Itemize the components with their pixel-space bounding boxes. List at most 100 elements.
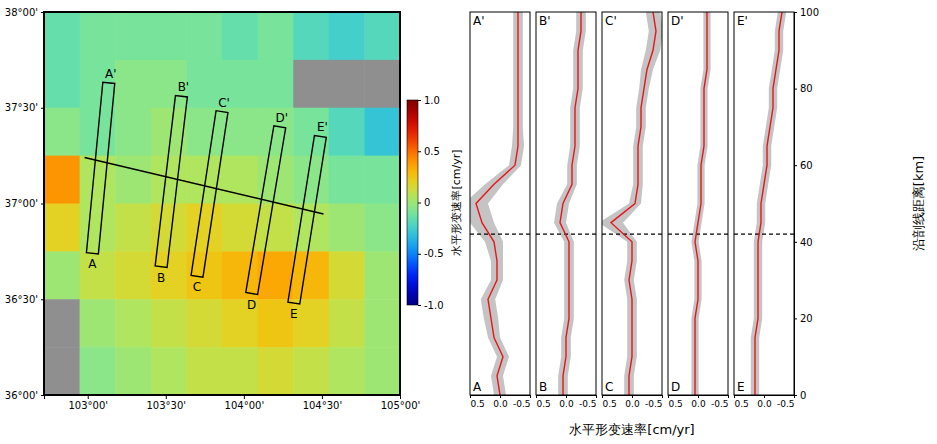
velocity-cell bbox=[329, 251, 365, 299]
spread-band bbox=[691, 12, 710, 395]
panel-frame bbox=[602, 12, 662, 395]
profile-panel: 0.50.0-0.5D'D bbox=[668, 12, 729, 409]
map-y-axis-tick-mark bbox=[41, 12, 44, 13]
map-x-axis-tick-mark bbox=[88, 395, 89, 399]
panel-x-axis-tick-mark bbox=[470, 395, 471, 398]
panel-frame bbox=[668, 12, 728, 395]
mean-velocity-line bbox=[695, 12, 707, 395]
panel-x-title: 水平形变速率[cm/yr] bbox=[569, 422, 694, 437]
panel-y-axis-tick-label: 60 bbox=[800, 160, 813, 171]
panel-bottom-label: A bbox=[473, 380, 482, 394]
panel-frame bbox=[734, 12, 794, 395]
map-y-axis-tick: 38°00' bbox=[5, 7, 44, 18]
colorbar-axis: 1.00.50-0.5-1.0 bbox=[418, 95, 444, 311]
panel-y-axis-tick-label: 80 bbox=[800, 83, 813, 94]
velocity-cell bbox=[186, 347, 222, 395]
map-plot bbox=[44, 12, 400, 395]
profile-end-label: B' bbox=[178, 80, 190, 94]
profile-end-label: C' bbox=[218, 96, 230, 110]
map-y-axis: 36°00'36°30'37°00'37°30'38°00' bbox=[5, 7, 45, 401]
velocity-cell bbox=[186, 299, 222, 347]
velocity-cell bbox=[80, 347, 116, 395]
map-y-axis-tick-label: 38°00' bbox=[5, 7, 38, 18]
profile-box bbox=[288, 136, 326, 304]
velocity-cell bbox=[364, 156, 400, 204]
map-y-axis-tick-mark bbox=[41, 108, 44, 109]
map-y-axis-tick-mark bbox=[41, 204, 44, 205]
panel-frame bbox=[536, 12, 596, 395]
panel-y-axis-tick-mark bbox=[794, 395, 797, 396]
profile-labels: AA'BB'CC'DD'EE' bbox=[88, 67, 328, 321]
panel-x-axis-tick-label: 0.5 bbox=[537, 399, 551, 409]
profile-box bbox=[155, 96, 187, 268]
velocity-cell bbox=[115, 108, 151, 156]
panel-y-axis: 020406080100 bbox=[794, 7, 819, 401]
panel-x-axis-tick-label: 0.0 bbox=[757, 399, 772, 409]
spread-band bbox=[554, 12, 586, 395]
panel-bottom-label: E bbox=[737, 380, 745, 394]
panel-y-axis-tick: 20 bbox=[794, 313, 813, 324]
velocity-cell bbox=[258, 347, 294, 395]
colorbar-axis-tick: 1.0 bbox=[418, 95, 440, 106]
panel-x-axis-tick-mark bbox=[764, 395, 765, 398]
colorbar-axis-tick-mark bbox=[418, 254, 421, 255]
panel-y-title: 沿剖线距离[km] bbox=[911, 156, 926, 251]
panel-x-axis-tick-mark bbox=[596, 395, 597, 398]
panel-x-axis-tick: 0.5 bbox=[603, 395, 617, 409]
reference-line bbox=[470, 234, 530, 235]
map-y-axis-tick: 37°30' bbox=[5, 102, 44, 113]
map-x-axis-tick: 104°30' bbox=[303, 395, 343, 411]
profile-end-label: D' bbox=[275, 111, 288, 125]
profile-panel: 0.50.0-0.5B'B bbox=[536, 12, 597, 409]
profile-panel: 0.50.0-0.5 E' E bbox=[734, 12, 795, 409]
panel-x-axis-tick-mark bbox=[530, 395, 531, 398]
panel-bottom-label: B bbox=[539, 380, 547, 394]
spread-band bbox=[470, 12, 524, 395]
panel-x-axis-tick-label: -0.5 bbox=[579, 399, 597, 409]
panel-x-axis-tick-label: 0.5 bbox=[471, 399, 485, 409]
velocity-cell bbox=[151, 204, 187, 252]
map-x-axis-tick: 104°00' bbox=[225, 395, 265, 411]
panel-title: E' bbox=[737, 14, 748, 28]
panel-x-axis-tick: 0.0 bbox=[625, 395, 640, 409]
mean-velocity-line bbox=[560, 12, 581, 395]
panel-bottom-label: D bbox=[671, 380, 680, 394]
velocity-cell bbox=[44, 12, 80, 60]
velocity-cell bbox=[258, 299, 294, 347]
velocity-cell bbox=[293, 251, 329, 299]
colorbar-axis-tick: -1.0 bbox=[418, 300, 444, 311]
velocity-cell bbox=[115, 204, 151, 252]
panel-x-axis-tick-label: 0.0 bbox=[691, 399, 706, 409]
map-x-axis-tick-label: 104°00' bbox=[225, 400, 265, 411]
velocity-cell bbox=[80, 299, 116, 347]
velocity-cell bbox=[293, 347, 329, 395]
map-y-axis-tick-label: 36°30' bbox=[5, 294, 38, 305]
velocity-cell bbox=[115, 299, 151, 347]
velocity-cell bbox=[44, 347, 80, 395]
velocity-cell bbox=[258, 204, 294, 252]
velocity-cell bbox=[44, 251, 80, 299]
map-x-axis-tick-mark bbox=[166, 395, 167, 399]
velocity-cell bbox=[364, 60, 400, 108]
map-y-axis-tick: 36°00' bbox=[5, 390, 44, 401]
panel-x-axis: 0.50.0-0.5 bbox=[735, 395, 795, 409]
velocity-cell bbox=[151, 12, 187, 60]
profile-box bbox=[246, 126, 286, 295]
profile-panel: 0.50.0-0.5C'C bbox=[599, 12, 663, 409]
panel-x-axis-tick: 0.0 bbox=[691, 395, 706, 409]
panel-x-axis-tick-mark bbox=[536, 395, 537, 398]
panel-y-axis-tick-label: 40 bbox=[800, 237, 813, 248]
panel-x-axis-tick: 0.0 bbox=[493, 395, 508, 409]
profile-panel: 0.50.0-0.5A'A bbox=[464, 12, 531, 409]
panel-y-axis-tick-label: 20 bbox=[800, 313, 813, 324]
map-y-axis-tick-mark bbox=[41, 395, 44, 396]
panel-frame bbox=[470, 12, 530, 395]
panel-x-axis-tick: -0.5 bbox=[711, 395, 729, 409]
map-x-axis-tick: 103°30' bbox=[147, 395, 187, 411]
panel-y-axis-tick-mark bbox=[794, 165, 797, 166]
velocity-cell bbox=[364, 299, 400, 347]
map-y-axis-tick-label: 37°30' bbox=[5, 102, 38, 113]
velocity-cell bbox=[44, 299, 80, 347]
velocity-cell bbox=[115, 156, 151, 204]
panel-y-axis-tick-label: 0 bbox=[800, 390, 806, 401]
